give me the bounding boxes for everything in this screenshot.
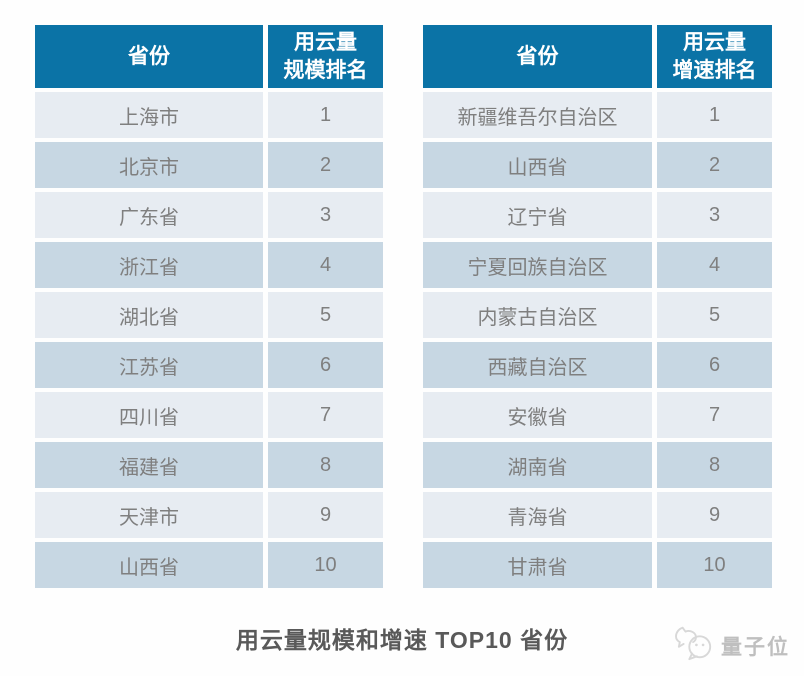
- province-cell: 上海市: [35, 92, 263, 138]
- table-row: 广东省 3: [35, 192, 383, 238]
- table-row: 山西省 10: [35, 542, 383, 588]
- table-row: 四川省 7: [35, 392, 383, 438]
- column-header-scale-rank: 用云量 规模排名: [268, 25, 383, 88]
- rank-cell: 10: [268, 542, 383, 588]
- column-header-province: 省份: [35, 25, 263, 88]
- rank-cell: 10: [657, 542, 772, 588]
- table-row: 上海市 1: [35, 92, 383, 138]
- table-row: 江苏省 6: [35, 342, 383, 388]
- table-row: 北京市 2: [35, 142, 383, 188]
- scale-ranking-table: 省份 用云量 规模排名 上海市 1 北京市 2 广东省 3: [35, 25, 383, 588]
- table-row: 新疆维吾尔自治区 1: [423, 92, 772, 138]
- watermark-text: 量子位: [721, 635, 790, 659]
- province-cell: 甘肃省: [423, 542, 652, 588]
- table-row: 天津市 9: [35, 492, 383, 538]
- province-cell: 福建省: [35, 442, 263, 488]
- rank-cell: 5: [657, 292, 772, 338]
- table-row: 内蒙古自治区 5: [423, 292, 772, 338]
- province-cell: 宁夏回族自治区: [423, 242, 652, 288]
- province-cell: 浙江省: [35, 242, 263, 288]
- rank-cell: 8: [657, 442, 772, 488]
- rank-cell: 2: [657, 142, 772, 188]
- growth-table-body: 新疆维吾尔自治区 1 山西省 2 辽宁省 3 宁夏回族自治区 4: [423, 92, 772, 588]
- province-cell: 西藏自治区: [423, 342, 652, 388]
- table-row: 辽宁省 3: [423, 192, 772, 238]
- rank-cell: 1: [657, 92, 772, 138]
- table-row: 安徽省 7: [423, 392, 772, 438]
- growth-ranking-table: 省份 用云量 增速排名 新疆维吾尔自治区 1 山西省 2 辽宁省 3: [423, 25, 772, 588]
- province-cell: 山西省: [423, 142, 652, 188]
- table-row: 福建省 8: [35, 442, 383, 488]
- table-row: 青海省 9: [423, 492, 772, 538]
- rank-cell: 3: [268, 192, 383, 238]
- rank-cell: 2: [268, 142, 383, 188]
- rank-cell: 8: [268, 442, 383, 488]
- scale-table-body: 上海市 1 北京市 2 广东省 3 浙江省 4: [35, 92, 383, 588]
- province-cell: 天津市: [35, 492, 263, 538]
- province-cell: 四川省: [35, 392, 263, 438]
- table-row: 宁夏回族自治区 4: [423, 242, 772, 288]
- rank-cell: 4: [268, 242, 383, 288]
- rank-cell: 7: [268, 392, 383, 438]
- rank-cell: 4: [657, 242, 772, 288]
- rank-cell: 5: [268, 292, 383, 338]
- table-row: 湖南省 8: [423, 442, 772, 488]
- table-row: 西藏自治区 6: [423, 342, 772, 388]
- speech-bubbles-icon: [674, 624, 716, 667]
- province-cell: 青海省: [423, 492, 652, 538]
- rank-cell: 1: [268, 92, 383, 138]
- rank-cell: 9: [657, 492, 772, 538]
- rank-cell: 9: [268, 492, 383, 538]
- table-row: 浙江省 4: [35, 242, 383, 288]
- province-cell: 江苏省: [35, 342, 263, 388]
- rank-cell: 3: [657, 192, 772, 238]
- column-header-growth-rank: 用云量 增速排名: [657, 25, 772, 88]
- scale-table-header-row: 省份 用云量 规模排名: [35, 25, 383, 88]
- figure-caption: 用云量规模和增速 TOP10 省份: [235, 627, 569, 653]
- qbitai-logo: 量子位: [674, 624, 790, 667]
- province-cell: 新疆维吾尔自治区: [423, 92, 652, 138]
- province-cell: 湖北省: [35, 292, 263, 338]
- province-cell: 湖南省: [423, 442, 652, 488]
- rank-cell: 7: [657, 392, 772, 438]
- province-cell: 广东省: [35, 192, 263, 238]
- province-cell: 安徽省: [423, 392, 652, 438]
- column-header-province: 省份: [423, 25, 652, 88]
- growth-table-header-row: 省份 用云量 增速排名: [423, 25, 772, 88]
- province-cell: 辽宁省: [423, 192, 652, 238]
- rank-cell: 6: [268, 342, 383, 388]
- rank-cell: 6: [657, 342, 772, 388]
- table-row: 湖北省 5: [35, 292, 383, 338]
- table-row: 甘肃省 10: [423, 542, 772, 588]
- province-cell: 山西省: [35, 542, 263, 588]
- province-cell: 内蒙古自治区: [423, 292, 652, 338]
- table-row: 山西省 2: [423, 142, 772, 188]
- province-cell: 北京市: [35, 142, 263, 188]
